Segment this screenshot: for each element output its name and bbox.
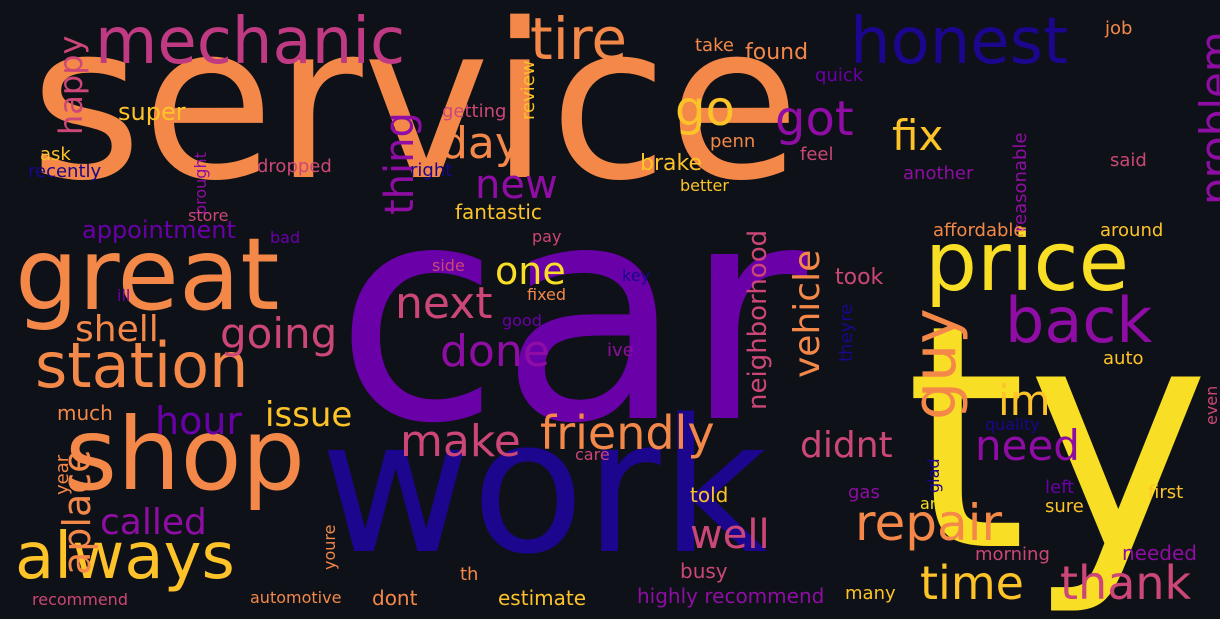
cloud-word: better: [680, 176, 729, 195]
cloud-word: neighborhood: [743, 229, 773, 410]
cloud-word: friendly: [540, 406, 715, 460]
cloud-word: great: [15, 216, 280, 333]
cloud-word: hour: [155, 399, 243, 443]
cloud-word: even: [1202, 385, 1220, 425]
cloud-word: care: [575, 445, 610, 464]
cloud-word: day: [440, 118, 521, 169]
cloud-word: highly recommend: [637, 584, 825, 608]
cloud-word: sure: [1045, 496, 1084, 517]
cloud-word: work: [320, 379, 768, 595]
cloud-word: area: [920, 494, 956, 513]
cloud-word: issue: [265, 395, 353, 435]
cloud-word: shop: [65, 396, 306, 513]
cloud-word: service: [30, 0, 801, 228]
cloud-word: quality: [985, 415, 1040, 434]
cloud-word: busy: [680, 559, 728, 583]
cloud-word: ive: [607, 340, 634, 361]
cloud-word: found: [745, 40, 809, 65]
cloud-word: took: [835, 265, 884, 290]
cloud-word: automotive: [250, 588, 342, 607]
cloud-word: around: [1100, 220, 1164, 241]
cloud-word: first: [1148, 482, 1184, 503]
cloud-word: guy: [900, 308, 970, 420]
cloud-word: getting: [442, 101, 507, 122]
cloud-word: didnt: [800, 425, 893, 466]
cloud-word: youre: [320, 524, 339, 570]
cloud-word: needed: [1122, 541, 1197, 565]
cloud-word: brake: [640, 151, 702, 176]
cloud-word: always: [15, 520, 235, 594]
cloud-word: going: [220, 309, 338, 358]
cloud-word: auto: [1103, 348, 1144, 369]
cloud-word: im: [998, 376, 1051, 425]
cloud-word: ill: [117, 286, 131, 305]
cloud-word: done: [440, 326, 550, 377]
cloud-word: morning: [975, 544, 1050, 565]
cloud-word: fix: [892, 111, 944, 160]
cloud-word: affordable: [933, 220, 1025, 241]
cloud-word: recently: [28, 161, 102, 182]
cloud-word: review: [518, 60, 539, 120]
cloud-word: bad: [270, 228, 301, 247]
cloud-word: theyre: [836, 303, 857, 362]
cloud-word: penn: [710, 131, 756, 152]
cloud-word: dont: [372, 586, 418, 610]
cloud-word: time: [920, 556, 1024, 610]
cloud-word: fixed: [527, 285, 567, 304]
cloud-word: recommend: [32, 590, 128, 609]
cloud-word: told: [690, 483, 729, 507]
cloud-word: glad: [924, 458, 943, 493]
cloud-word: problem: [1191, 31, 1220, 205]
cloud-word: fantastic: [455, 200, 542, 224]
cloud-word: key: [622, 266, 651, 285]
cloud-word: back: [1005, 284, 1153, 357]
cloud-word: make: [400, 416, 521, 467]
cloud-word: job: [1105, 18, 1133, 39]
cloud-word: new: [475, 162, 558, 208]
cloud-word: take: [695, 35, 734, 56]
cloud-word: one: [495, 249, 566, 293]
cloud-word: quick: [815, 65, 864, 86]
cloud-word: next: [395, 278, 493, 329]
cloud-word: much: [57, 401, 113, 425]
cloud-word: many: [845, 583, 896, 604]
cloud-word: well: [690, 512, 770, 558]
cloud-word: dropped: [257, 156, 332, 177]
cloud-word: estimate: [498, 586, 587, 610]
cloud-word: side: [432, 256, 465, 275]
cloud-word: station: [35, 329, 249, 402]
cloud-word: said: [1110, 150, 1147, 171]
cloud-word: good: [502, 311, 542, 330]
cloud-word: gas: [848, 482, 880, 503]
cloud-word: shell: [75, 309, 159, 350]
cloud-word: price: [925, 215, 1130, 310]
cloud-word: mechanic: [95, 5, 406, 79]
cloud-word: store: [188, 206, 229, 225]
cloud-word: right: [410, 160, 453, 181]
cloud-word: thank: [1060, 556, 1192, 610]
cloud-word: repair: [855, 494, 1003, 552]
cloud-word: ask: [40, 144, 71, 165]
cloud-word: year: [52, 454, 73, 495]
cloud-word: car: [335, 140, 808, 489]
cloud-word: th: [460, 564, 479, 585]
cloud-word: called: [100, 502, 207, 543]
cloud-word: tire: [530, 5, 628, 73]
cloud-word: another: [903, 163, 974, 184]
cloud-word: feel: [800, 144, 834, 165]
cloud-word: vehicle: [787, 249, 828, 378]
cloud-word: got: [775, 91, 854, 147]
cloud-word: ty: [905, 259, 1211, 619]
cloud-word: super: [118, 98, 186, 126]
cloud-word: reasonable: [1010, 132, 1031, 232]
cloud-word: go: [675, 81, 735, 137]
cloud-word: pay: [532, 227, 562, 246]
cloud-word: appointment: [82, 216, 236, 244]
cloud-word: honest: [850, 5, 1069, 79]
cloud-word: happy: [52, 35, 90, 135]
cloud-word: need: [975, 421, 1080, 470]
cloud-word: left: [1045, 477, 1075, 498]
